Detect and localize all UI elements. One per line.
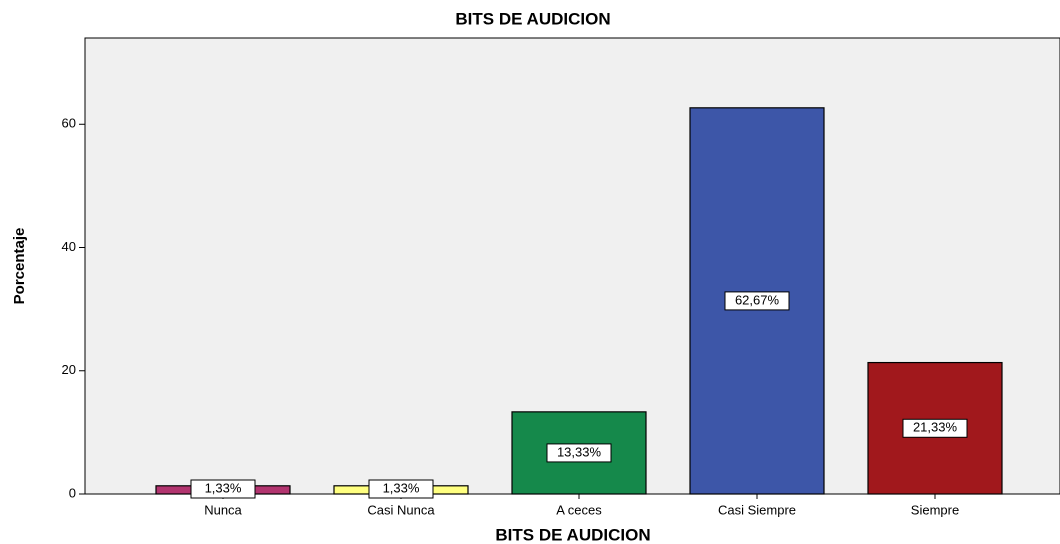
x-tick-label: Siempre [911,502,959,517]
value-label-box [190,479,256,499]
x-tick-label: A ceces [556,502,602,517]
value-label: 13,33% [557,444,602,459]
value-label: 21,33% [913,420,958,435]
y-tick-label: 20 [62,362,76,377]
y-tick-label: 40 [62,239,76,254]
value-label-box [368,479,434,499]
x-tick-label: Casi Siempre [718,502,796,517]
x-tick-label: Nunca [204,502,242,517]
chart-title: BITS DE AUDICION [455,9,610,28]
y-tick-label: 60 [62,116,76,131]
value-label-box [902,418,968,438]
value-label: 62,67% [735,292,780,307]
value-label-box [546,443,612,463]
x-tick-label: Casi Nunca [367,502,435,517]
value-label: 1,33% [383,480,420,495]
y-tick-label: 0 [69,485,76,500]
y-axis-label: Porcentaje [11,228,28,305]
x-axis-label: BITS DE AUDICION [495,525,650,544]
value-label: 1,33% [205,480,242,495]
value-label-box [724,291,790,311]
